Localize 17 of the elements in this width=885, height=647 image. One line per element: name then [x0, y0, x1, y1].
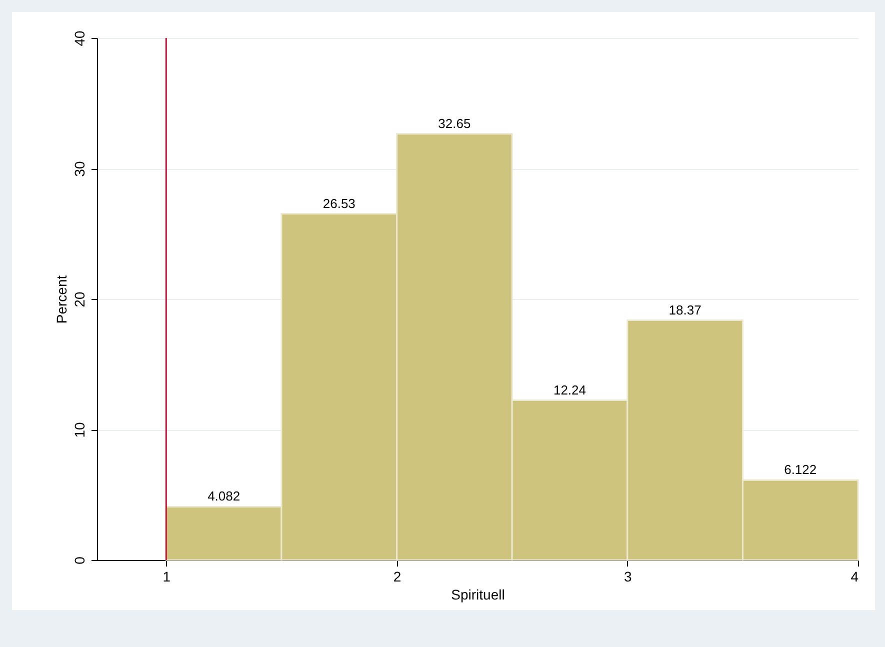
y-tick-label: 10 [72, 422, 88, 438]
data-label: 18.37 [668, 302, 702, 318]
data-label: 26.53 [322, 196, 356, 211]
y-tick-label: 0 [72, 556, 88, 564]
x-tick-label: 2 [393, 568, 402, 584]
x-tick-label: 3 [624, 568, 632, 584]
data-label: 12.24 [553, 382, 586, 398]
y-tick-label: 40 [72, 30, 88, 46]
y-tick-label: 20 [72, 292, 88, 308]
data-label: 4.082 [208, 488, 240, 504]
data-label: 6.122 [784, 462, 817, 478]
x-tick-label: 4 [850, 568, 859, 584]
x-tick-label: 1 [162, 568, 171, 584]
y-axis-title: Percent [54, 275, 70, 324]
x-axis-title: Spirituell [451, 586, 505, 602]
y-tick-label: 30 [72, 161, 88, 177]
data-label: 32.65 [438, 116, 471, 131]
